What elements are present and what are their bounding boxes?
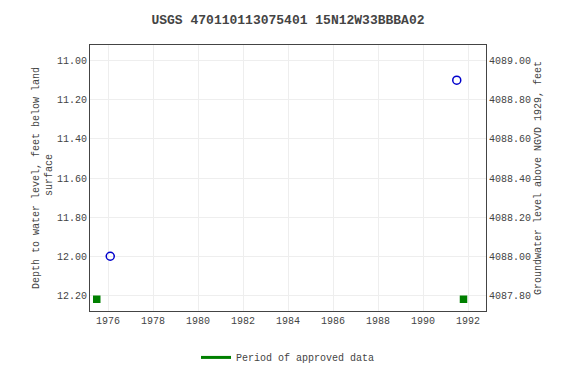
svg-text:1990: 1990 [411,316,435,327]
svg-text:1984: 1984 [276,316,300,327]
svg-text:Period of approved data: Period of approved data [236,353,374,364]
svg-text:1988: 1988 [366,316,390,327]
svg-text:11.80: 11.80 [57,213,87,224]
svg-text:4088.00: 4088.00 [489,252,531,263]
svg-text:11.00: 11.00 [57,56,87,67]
svg-text:Groundwater level above NGVD 1: Groundwater level above NGVD 1929, feet [533,61,544,295]
svg-text:12.20: 12.20 [57,291,87,302]
svg-text:USGS 470110113075401 15N12W33B: USGS 470110113075401 15N12W33BBBA02 [151,13,424,28]
svg-text:1976: 1976 [96,316,120,327]
svg-text:4088.20: 4088.20 [489,213,531,224]
svg-text:11.60: 11.60 [57,174,87,185]
svg-text:1986: 1986 [321,316,345,327]
svg-text:1980: 1980 [186,316,210,327]
svg-text:1978: 1978 [141,316,165,327]
svg-text:11.40: 11.40 [57,134,87,145]
svg-text:4089.00: 4089.00 [489,56,531,67]
svg-text:4087.80: 4087.80 [489,291,531,302]
svg-text:11.20: 11.20 [57,95,87,106]
svg-text:4088.40: 4088.40 [489,174,531,185]
svg-text:1992: 1992 [456,316,480,327]
svg-text:1982: 1982 [231,316,255,327]
svg-text:Depth to water level, feet bel: Depth to water level, feet below land su… [31,67,55,289]
svg-text:4088.80: 4088.80 [489,95,531,106]
svg-text:4088.60: 4088.60 [489,134,531,145]
svg-text:12.00: 12.00 [57,252,87,263]
